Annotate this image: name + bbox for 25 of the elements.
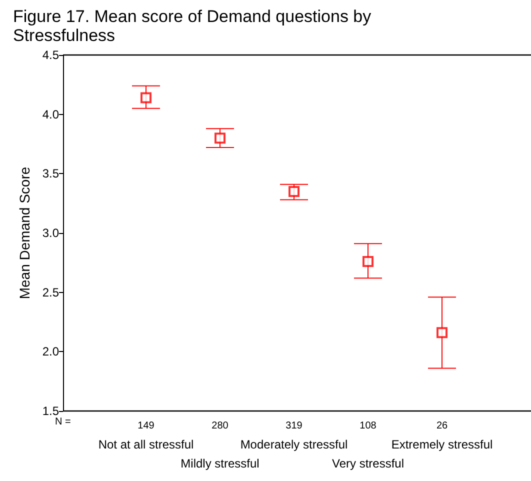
y-tick-label: 3.0 (42, 226, 60, 240)
text: N = (55, 416, 71, 428)
text: 280 (212, 420, 229, 432)
y-tick-label: 1.5 (42, 404, 60, 418)
x-tick-label: Extremely stressful (391, 438, 493, 452)
text: 108 (360, 420, 377, 432)
x-tick-label: Moderately stressful (240, 438, 348, 452)
y-tick-label: 3.5 (42, 166, 60, 181)
point (362, 256, 374, 267)
y-tick-label: 2.0 (42, 344, 60, 359)
x-tick-label: Very stressful (332, 456, 404, 470)
y-tick-label: 2.5 (42, 285, 60, 300)
y-tick-label: 4.0 (42, 107, 60, 122)
y-tick-label: 4.5 (42, 48, 60, 62)
x-tick-label: Mildly stressful (180, 456, 260, 470)
text: 149 (138, 420, 155, 432)
point (436, 327, 448, 338)
x-tick-label: Not at all stressful (98, 438, 194, 452)
text: 319 (286, 420, 303, 432)
point (214, 132, 226, 144)
chart-title: Figure 17. Mean score of Demand questions by Stressfulness (13, 7, 376, 45)
point (140, 92, 152, 104)
y-axis-title: Mean Demand Score (16, 166, 32, 300)
text: 26 (436, 420, 448, 432)
point (288, 186, 300, 197)
